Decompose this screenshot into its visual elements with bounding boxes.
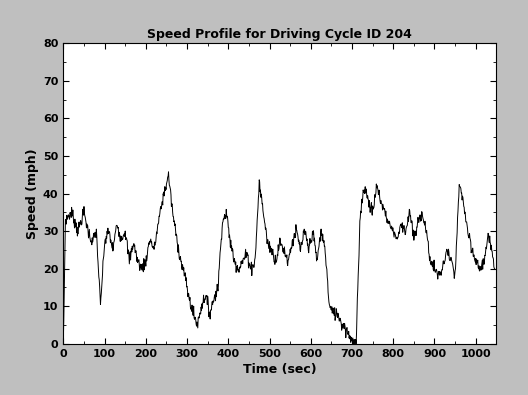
Y-axis label: Speed (mph): Speed (mph) [26,148,39,239]
X-axis label: Time (sec): Time (sec) [243,363,317,376]
Title: Speed Profile for Driving Cycle ID 204: Speed Profile for Driving Cycle ID 204 [147,28,412,41]
